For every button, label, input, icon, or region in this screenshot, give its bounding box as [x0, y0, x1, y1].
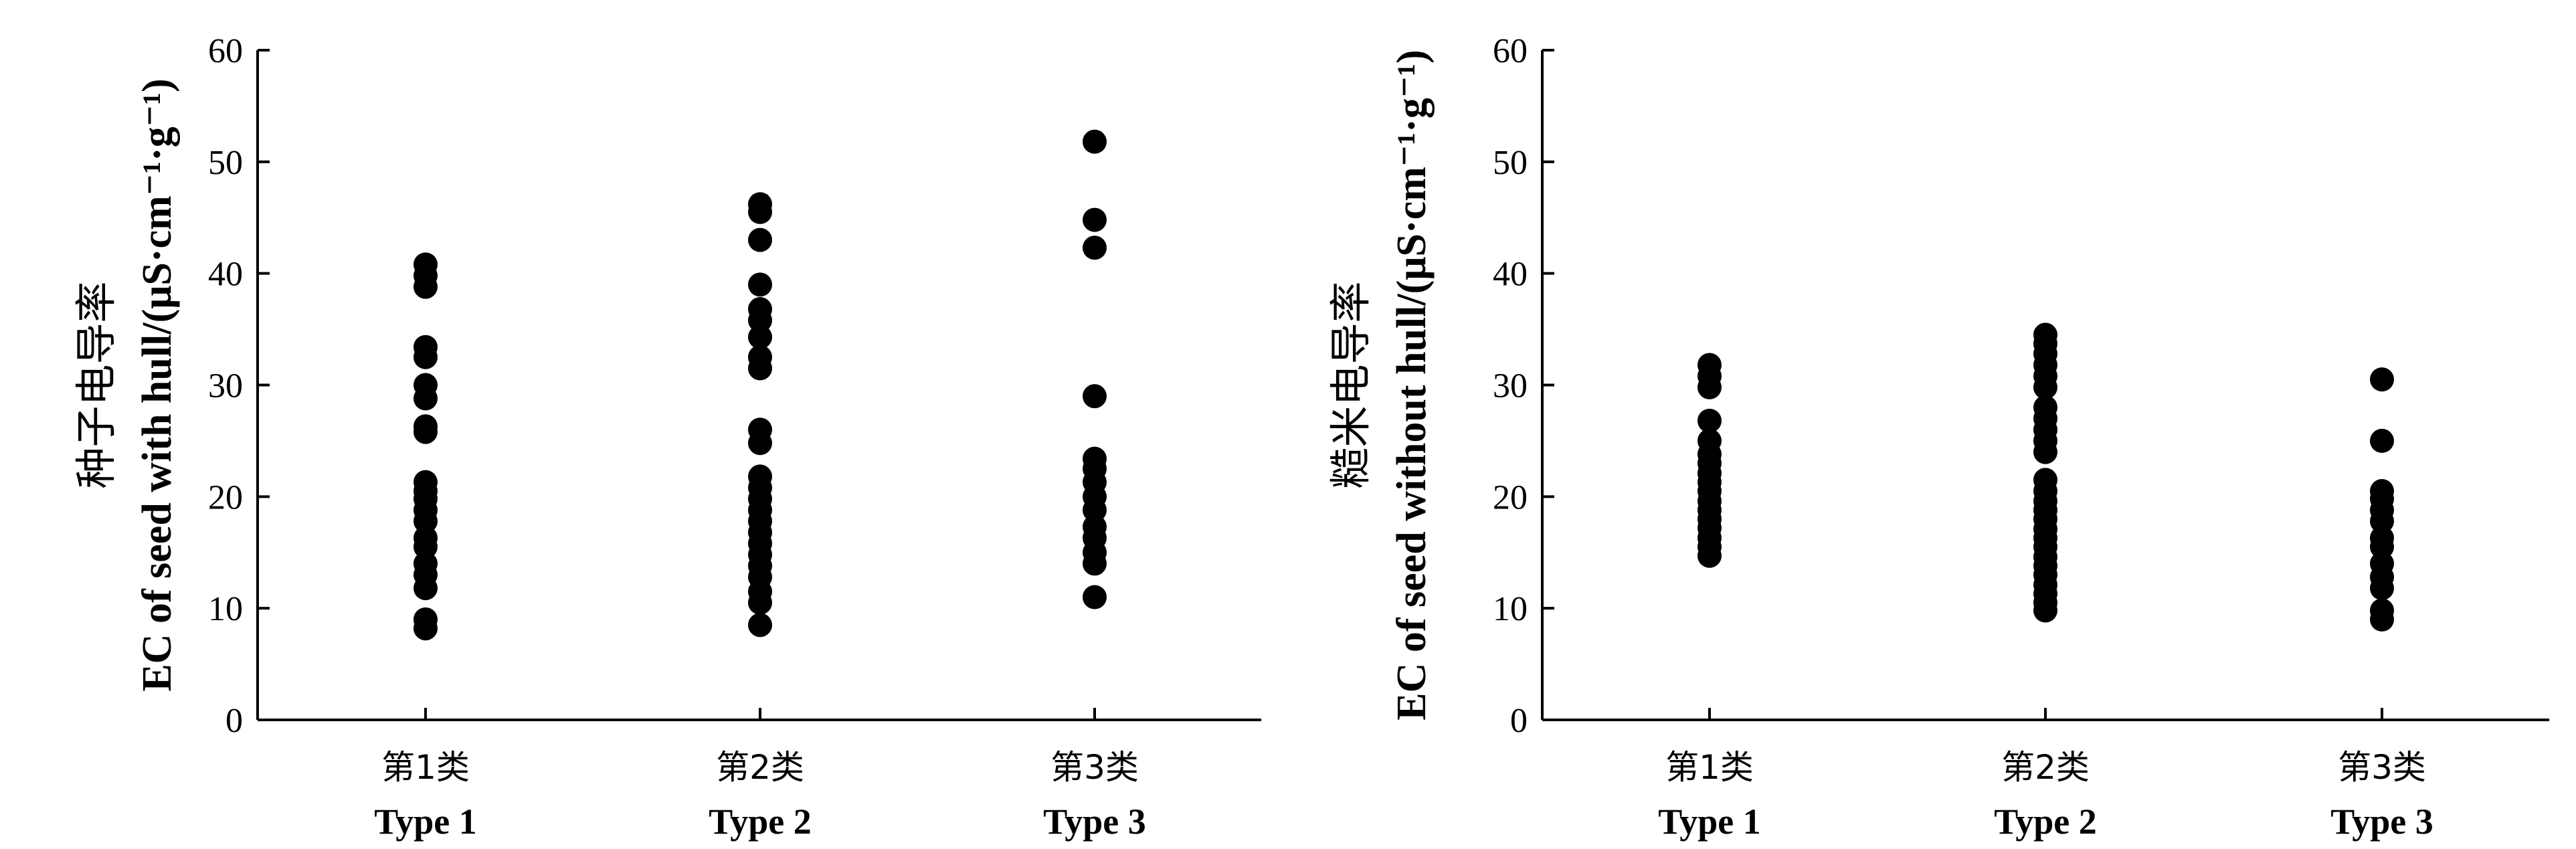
data-point	[1083, 207, 1107, 232]
data-point	[748, 464, 772, 489]
data-point	[748, 297, 772, 322]
data-point	[413, 373, 438, 397]
data-point	[2033, 468, 2057, 492]
y-tick-label: 40	[1493, 256, 1528, 294]
data-point	[413, 414, 438, 439]
data-point	[2370, 551, 2394, 576]
data-point	[748, 324, 772, 349]
data-point	[2370, 367, 2394, 392]
y-tick-label: 40	[208, 256, 243, 294]
data-point	[748, 227, 772, 252]
x-tick-label-en: Type 2	[1994, 801, 2097, 842]
data-point	[1697, 353, 1722, 377]
y-tick-label: 10	[1493, 590, 1528, 628]
data-point	[2370, 428, 2394, 453]
y-tick-label: 0	[225, 702, 243, 740]
x-tick-label-en: Type 3	[1043, 801, 1146, 842]
data-point	[1083, 235, 1107, 260]
data-point	[1083, 514, 1107, 539]
y-axis-title-en: EC of seed with hull/(μS·cm⁻¹·g⁻¹)	[134, 78, 180, 691]
data-point	[748, 613, 772, 638]
data-point	[413, 335, 438, 359]
y-axis-title-en: EC of seed without hull/(μS·cm⁻¹·g⁻¹)	[1389, 50, 1435, 720]
data-point	[413, 526, 438, 551]
data-point	[2033, 322, 2057, 347]
y-tick-label: 20	[1493, 478, 1528, 516]
data-point	[2370, 598, 2394, 623]
y-tick-label: 60	[1493, 32, 1528, 70]
x-tick-label-zh: 第1类	[1665, 748, 1754, 787]
x-tick-label-zh: 第3类	[2338, 748, 2426, 787]
x-tick-label-en: Type 2	[709, 801, 812, 842]
data-point	[1697, 428, 1722, 453]
y-axis-title-zh: 糙米电导率	[1326, 281, 1375, 488]
data-point	[2370, 526, 2394, 551]
x-tick-label-en: Type 1	[374, 801, 477, 842]
y-tick-label: 30	[1493, 367, 1528, 405]
x-tick-label-zh: 第3类	[1050, 748, 1139, 787]
data-point	[1083, 585, 1107, 609]
x-tick-label-en: Type 3	[2330, 801, 2433, 842]
y-tick-label: 50	[208, 144, 243, 182]
data-point	[748, 417, 772, 442]
y-tick-label: 20	[208, 478, 243, 516]
x-tick-label-zh: 第1类	[381, 748, 470, 787]
data-point	[1083, 129, 1107, 154]
y-tick-label: 50	[1493, 144, 1528, 182]
data-point	[1697, 408, 1722, 433]
y-tick-label: 60	[208, 32, 243, 70]
y-tick-label: 0	[1510, 702, 1528, 740]
data-point	[748, 345, 772, 369]
data-point	[413, 252, 438, 277]
data-point	[1083, 446, 1107, 471]
data-point	[413, 470, 438, 494]
data-point	[413, 551, 438, 576]
y-axis-title-zh: 种子电导率	[72, 281, 120, 488]
y-tick-label: 30	[208, 367, 243, 405]
data-point	[1083, 384, 1107, 409]
x-tick-label-zh: 第2类	[2001, 748, 2090, 787]
x-tick-label-en: Type 1	[1658, 801, 1761, 842]
data-point	[748, 192, 772, 217]
data-point	[2370, 478, 2394, 503]
data-point	[2033, 395, 2057, 419]
data-point	[413, 607, 438, 632]
data-point	[748, 272, 772, 297]
x-tick-label-zh: 第2类	[716, 748, 804, 787]
y-tick-label: 10	[208, 590, 243, 628]
